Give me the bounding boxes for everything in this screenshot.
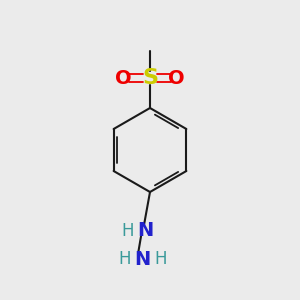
Text: H: H	[118, 250, 131, 268]
Text: N: N	[137, 221, 154, 241]
Text: O: O	[168, 68, 185, 88]
Text: O: O	[115, 68, 132, 88]
Text: H: H	[121, 222, 134, 240]
Text: H: H	[154, 250, 167, 268]
Text: S: S	[142, 68, 158, 88]
Text: N: N	[134, 250, 151, 269]
